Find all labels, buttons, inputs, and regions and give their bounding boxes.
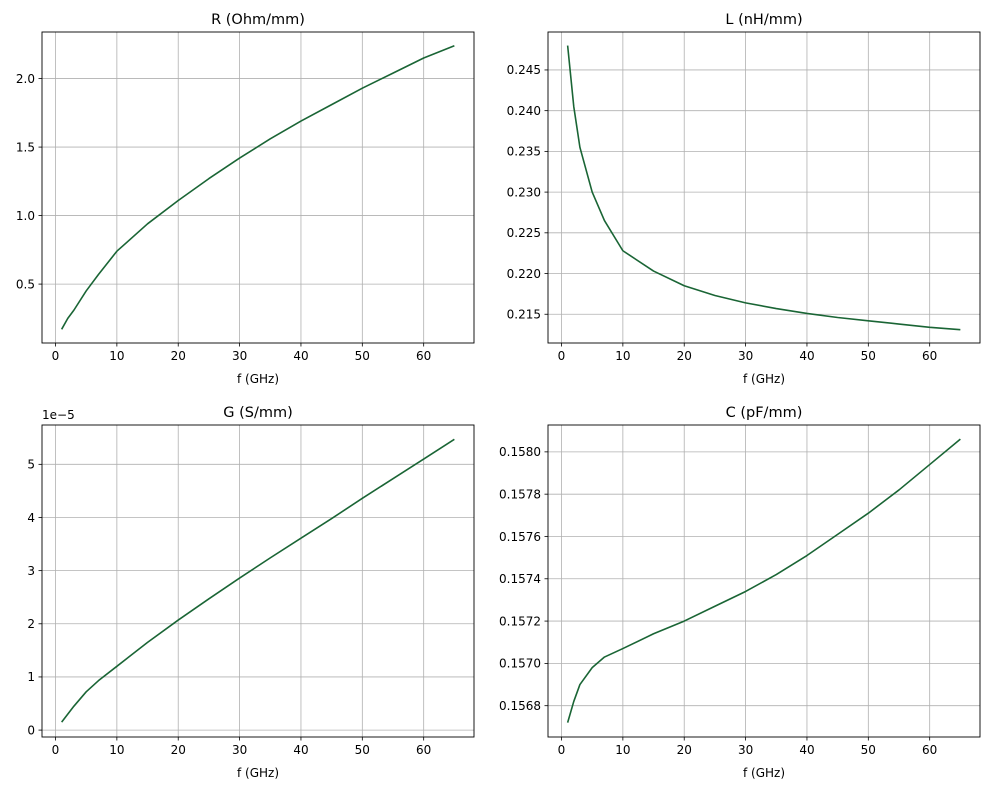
y-tick-label: 0.5 xyxy=(16,277,35,291)
axes-frame xyxy=(547,424,981,738)
x-tick-label: 0 xyxy=(558,743,566,757)
subplot-title: C (pF/mm) xyxy=(726,405,803,421)
x-tick-label: 0 xyxy=(558,349,566,363)
axes-frame xyxy=(41,424,475,738)
x-axis-label: f (GHz) xyxy=(237,766,279,780)
x-tick-label: 50 xyxy=(355,349,370,363)
y-tick-label: 0.230 xyxy=(507,185,541,199)
y-tick-label: 0.1574 xyxy=(499,572,541,586)
x-tick-label: 10 xyxy=(109,743,124,757)
x-tick-label: 20 xyxy=(171,743,186,757)
x-tick-label: 10 xyxy=(615,349,630,363)
x-tick-label: 60 xyxy=(922,349,937,363)
y-tick-label: 2.0 xyxy=(16,72,35,86)
y-tick-label: 0.220 xyxy=(507,267,541,281)
x-tick-label: 10 xyxy=(615,743,630,757)
x-tick-label: 50 xyxy=(355,743,370,757)
subplot-title: R (Ohm/mm) xyxy=(211,12,305,28)
x-axis-label: f (GHz) xyxy=(743,766,785,780)
series-line xyxy=(566,45,961,331)
x-axis-label: f (GHz) xyxy=(237,372,279,386)
x-tick-label: 50 xyxy=(861,349,876,363)
x-tick-label: 30 xyxy=(738,349,753,363)
x-tick-label: 40 xyxy=(293,349,308,363)
y-tick-label: 4 xyxy=(27,511,35,525)
x-tick-label: 40 xyxy=(293,743,308,757)
y-tick-label: 0.225 xyxy=(507,226,541,240)
y-tick-label: 0.215 xyxy=(507,308,541,322)
y-tick-label: 1 xyxy=(27,670,35,684)
series-line xyxy=(566,438,961,723)
y-tick-label: 0.245 xyxy=(507,63,541,77)
x-tick-label: 20 xyxy=(677,743,692,757)
x-tick-label: 0 xyxy=(52,349,60,363)
x-tick-label: 40 xyxy=(799,743,814,757)
x-tick-label: 30 xyxy=(232,349,247,363)
y-tick-label: 0.1568 xyxy=(499,699,541,713)
series-line xyxy=(61,438,455,723)
x-tick-label: 20 xyxy=(171,349,186,363)
axes-frame xyxy=(547,31,981,344)
x-tick-label: 40 xyxy=(799,349,814,363)
y-tick-label: 0.235 xyxy=(507,145,541,159)
y-tick-label: 0.1578 xyxy=(499,487,541,501)
y-tick-label: 0.1580 xyxy=(499,445,541,459)
x-axis-label: f (GHz) xyxy=(743,372,785,386)
x-tick-label: 60 xyxy=(416,349,431,363)
series-line xyxy=(60,44,455,330)
axes-frame xyxy=(41,31,475,344)
subplot-1: 0 10 20 30 40 50 60 0.215 0.220 0.225 0.230 0.235 0.… xyxy=(507,12,981,386)
x-tick-label: 10 xyxy=(109,349,124,363)
y-tick-label: 5 xyxy=(27,458,35,472)
y-tick-label: 0 xyxy=(27,723,35,737)
y-tick-label: 0.240 xyxy=(507,104,541,118)
subplot-0: 0 10 20 30 40 50 60 0.5 1.0 1.5 2.0 R (Ohm/mm) f (GH… xyxy=(16,12,475,386)
y-tick-label: 0.1570 xyxy=(499,657,541,671)
x-tick-label: 30 xyxy=(232,743,247,757)
x-tick-label: 60 xyxy=(416,743,431,757)
subplot-title: G (S/mm) xyxy=(223,405,293,421)
subplot-2: 0 10 20 30 40 50 60 0 1 2 3 4 5 G (S/mm) f (GHz) 1e−5 xyxy=(27,405,475,780)
y-offset-label: 1e−5 xyxy=(42,408,75,422)
y-tick-label: 1.5 xyxy=(16,140,35,154)
x-tick-label: 0 xyxy=(52,743,60,757)
y-tick-label: 0.1572 xyxy=(499,614,541,628)
y-tick-label: 2 xyxy=(27,617,35,631)
x-tick-label: 30 xyxy=(738,743,753,757)
x-tick-label: 60 xyxy=(922,743,937,757)
subplot-title: L (nH/mm) xyxy=(725,12,802,28)
x-tick-label: 50 xyxy=(861,743,876,757)
x-tick-label: 20 xyxy=(677,349,692,363)
y-tick-label: 1.0 xyxy=(16,209,35,223)
y-tick-label: 3 xyxy=(27,564,35,578)
y-tick-label: 0.1576 xyxy=(499,530,541,544)
subplot-3: 0 10 20 30 40 50 60 0.1568 0.1570 0.1572 0.1574 0.1… xyxy=(499,405,981,780)
